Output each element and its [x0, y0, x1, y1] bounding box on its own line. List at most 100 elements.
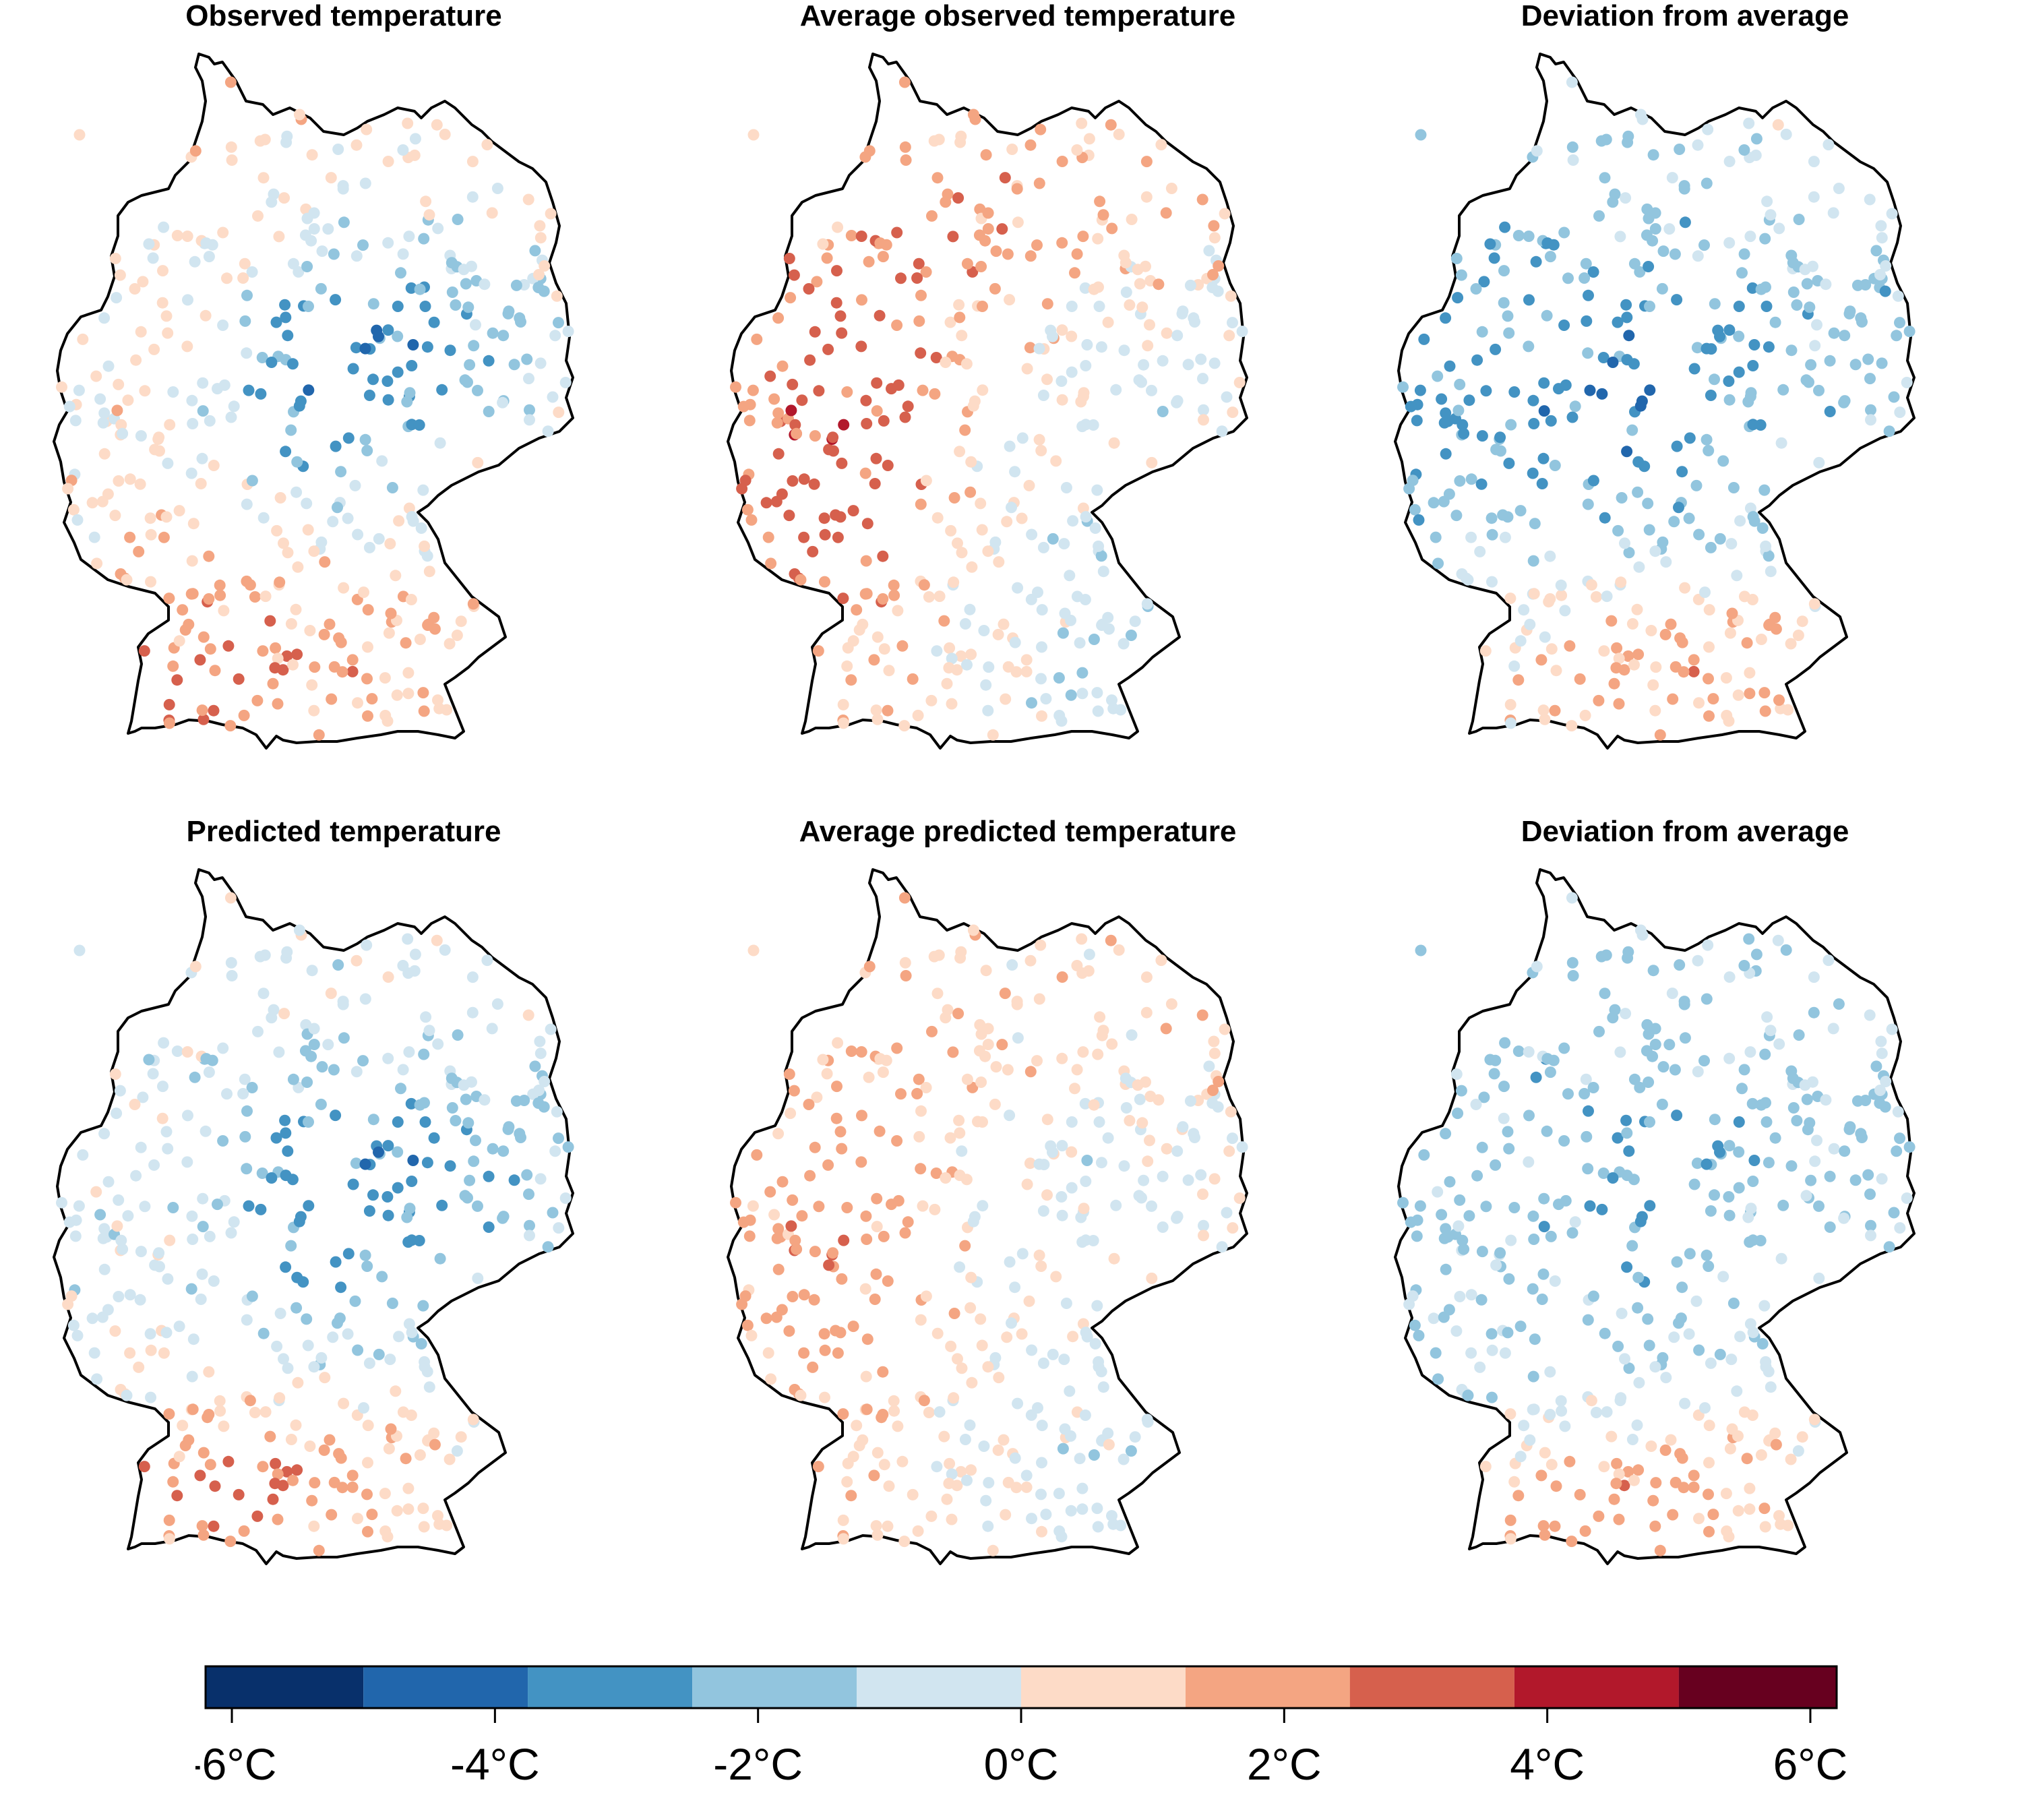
station-point [96, 1311, 109, 1323]
station-point [361, 939, 373, 951]
station-point [1067, 515, 1079, 527]
station-point [1108, 1252, 1120, 1265]
station-point [1024, 342, 1036, 354]
station-point [1701, 433, 1713, 446]
station-point [466, 156, 479, 168]
station-point [1574, 1488, 1586, 1500]
station-point [458, 1079, 470, 1091]
station-point [1053, 710, 1066, 721]
station-point [1527, 394, 1539, 406]
station-point [397, 1064, 409, 1076]
station-point [419, 1356, 431, 1368]
station-point [1796, 1431, 1808, 1443]
panel-title: Deviation from average [1521, 0, 1849, 32]
station-point [832, 1347, 844, 1359]
station-point [869, 1294, 881, 1305]
country-border [53, 868, 574, 1565]
station-point [160, 511, 173, 523]
station-point [891, 1042, 903, 1054]
station-point [1701, 342, 1713, 355]
station-point [280, 446, 292, 458]
station-point [282, 1145, 294, 1157]
station-point [1117, 638, 1130, 650]
station-point [96, 495, 109, 508]
station-point [1450, 253, 1463, 264]
station-point [1828, 327, 1840, 339]
station-point [1611, 642, 1623, 654]
station-point [999, 988, 1011, 1000]
station-point [745, 514, 758, 526]
station-point [173, 505, 185, 517]
station-point [1129, 615, 1141, 628]
station-point [1012, 1397, 1024, 1409]
station-point [1160, 1023, 1172, 1035]
station-point [1541, 1125, 1553, 1137]
station-point [400, 637, 412, 649]
station-point [830, 1112, 842, 1124]
station-point [1616, 1308, 1628, 1319]
station-point [1692, 139, 1704, 151]
station-point [301, 1076, 313, 1088]
station-point [1600, 133, 1612, 146]
station-point [1432, 1373, 1444, 1385]
station-point [1628, 358, 1640, 370]
station-point [267, 677, 279, 690]
station-point [1037, 1357, 1049, 1369]
station-point [224, 76, 237, 88]
station-point [1583, 289, 1594, 301]
station-point [156, 1112, 168, 1124]
station-point [1486, 1344, 1498, 1356]
station-point [888, 589, 900, 601]
station-point [1742, 396, 1754, 408]
station-point [1097, 209, 1109, 221]
station-point [965, 648, 977, 661]
station-point [1033, 1158, 1045, 1170]
station-point [413, 1235, 425, 1246]
station-point [1536, 1294, 1548, 1305]
station-point [1746, 594, 1758, 605]
station-point [931, 988, 944, 1000]
station-point [1036, 1420, 1048, 1432]
station-point [162, 1273, 174, 1285]
station-point [1076, 667, 1089, 679]
station-point [423, 566, 435, 578]
station-point [1094, 195, 1106, 208]
station-point [189, 145, 202, 157]
station-point [1430, 1347, 1442, 1359]
station-point [421, 341, 433, 353]
station-point [197, 405, 209, 417]
station-point [1536, 478, 1548, 489]
station-point [338, 582, 350, 594]
station-point [303, 301, 314, 312]
station-point [859, 467, 871, 479]
station-point [929, 1203, 941, 1215]
station-point [383, 1443, 395, 1455]
station-point [883, 1480, 895, 1492]
station-point [252, 1025, 264, 1037]
station-point [318, 1444, 330, 1456]
station-point [129, 283, 141, 295]
station-point [1684, 1248, 1696, 1260]
station-point [1849, 359, 1862, 371]
station-point [1036, 641, 1047, 653]
station-point [1124, 1115, 1136, 1126]
station-point [1153, 278, 1165, 291]
station-point [429, 1438, 441, 1451]
station-point [987, 729, 999, 741]
station-point [163, 1408, 175, 1420]
station-point [1537, 704, 1550, 717]
station-point [737, 400, 749, 413]
station-point [964, 1419, 976, 1431]
station-point [405, 1097, 417, 1110]
station-point [189, 961, 202, 973]
station-point [1438, 417, 1450, 429]
station-point [133, 545, 145, 557]
station-point [1676, 1281, 1688, 1294]
station-point [1642, 1313, 1654, 1325]
station-point [1080, 1327, 1092, 1339]
station-point [1106, 222, 1118, 235]
station-point [1865, 1219, 1876, 1232]
station-point [553, 317, 564, 329]
station-point [414, 1449, 426, 1461]
station-point [911, 1088, 923, 1099]
